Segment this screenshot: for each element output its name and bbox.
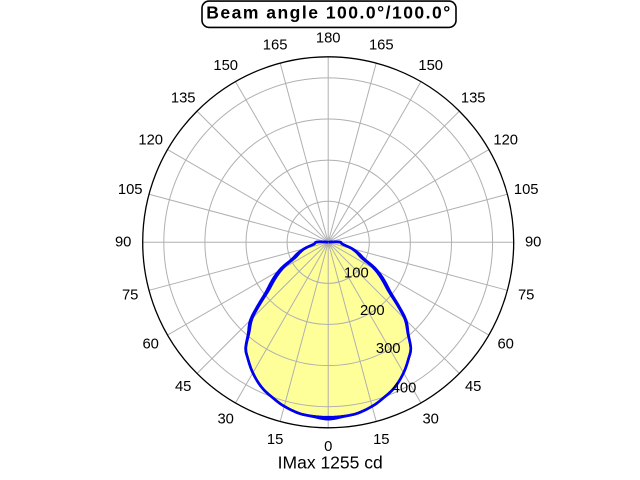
svg-text:0: 0 <box>324 439 332 455</box>
svg-text:135: 135 <box>461 90 486 106</box>
svg-text:75: 75 <box>518 288 534 304</box>
svg-text:45: 45 <box>465 379 481 395</box>
svg-text:120: 120 <box>138 133 163 149</box>
svg-text:60: 60 <box>497 337 513 353</box>
svg-text:45: 45 <box>175 379 191 395</box>
svg-text:15: 15 <box>267 432 283 448</box>
svg-text:105: 105 <box>514 182 539 198</box>
svg-text:180: 180 <box>316 31 341 47</box>
svg-text:IMax 1255 cd: IMax 1255 cd <box>278 453 383 473</box>
svg-text:15: 15 <box>373 432 389 448</box>
svg-text:400: 400 <box>392 380 417 396</box>
svg-text:200: 200 <box>360 303 385 319</box>
svg-text:30: 30 <box>217 411 233 427</box>
svg-text:105: 105 <box>118 182 143 198</box>
svg-text:90: 90 <box>115 235 131 251</box>
svg-text:150: 150 <box>418 58 443 74</box>
svg-text:150: 150 <box>213 58 238 74</box>
svg-text:Beam angle 100.0°/100.0°: Beam angle 100.0°/100.0° <box>206 3 452 23</box>
svg-text:30: 30 <box>422 411 438 427</box>
svg-text:75: 75 <box>122 288 138 304</box>
svg-text:135: 135 <box>171 90 196 106</box>
svg-text:60: 60 <box>142 337 158 353</box>
svg-text:165: 165 <box>263 38 288 54</box>
svg-text:120: 120 <box>493 133 518 149</box>
svg-text:90: 90 <box>525 235 541 251</box>
svg-text:300: 300 <box>376 341 401 357</box>
svg-text:100: 100 <box>344 266 369 282</box>
svg-text:165: 165 <box>369 38 394 54</box>
